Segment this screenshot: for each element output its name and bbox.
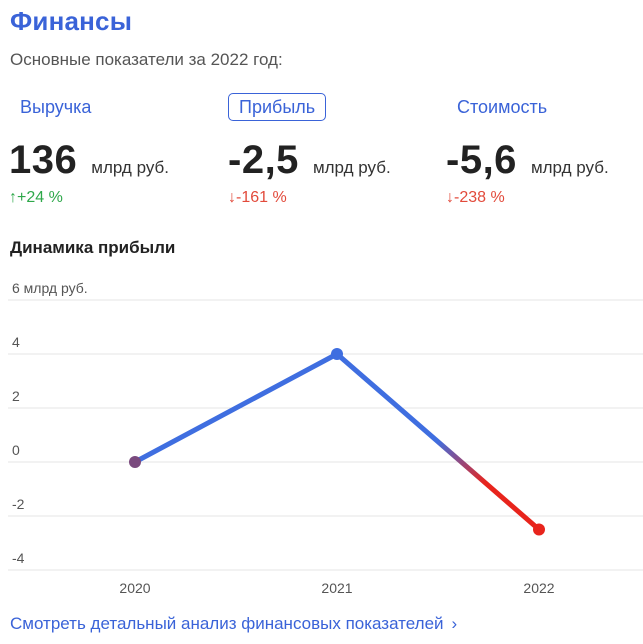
profit-line-chart: 6 млрд руб. 4 2 0 -2 -4 2020 2021 2022 — [8, 280, 643, 596]
metric-revenue-unit: млрд руб. — [91, 158, 169, 177]
metric-profit-value: -2,5 — [228, 138, 299, 182]
y-tick-label: -2 — [12, 496, 25, 512]
chevron-right-icon: › — [451, 614, 458, 633]
tab-profit[interactable]: Прибыль — [228, 93, 327, 121]
series-line-segment — [334, 351, 542, 532]
metric-revenue: 136 млрд руб. — [9, 138, 169, 183]
chart-title: Динамика прибыли — [10, 238, 176, 257]
y-tick-label: 0 — [12, 442, 20, 458]
metric-value-unit: млрд руб. — [530, 158, 609, 177]
metric-value-value: -5,6 — [446, 138, 517, 182]
page-title: Финансы — [10, 6, 133, 36]
tab-value[interactable]: Стоимость — [457, 97, 548, 117]
y-tick-label: 4 — [12, 334, 20, 350]
series-line-segment — [132, 351, 340, 465]
y-tick-label: 2 — [12, 388, 20, 404]
metric-revenue-value: 136 — [9, 138, 78, 182]
page-subtitle: Основные показатели за 2022 год: — [10, 50, 283, 69]
metric-profit-unit: млрд руб. — [312, 158, 391, 177]
metric-value: -5,6 млрд руб. — [446, 138, 609, 183]
tab-revenue[interactable]: Выручка — [20, 97, 92, 117]
detailed-analysis-link[interactable]: Смотреть детальный анализ финансовых пок… — [10, 614, 457, 634]
metric-value-delta: ↓-238 % — [446, 189, 505, 206]
detailed-analysis-link-label: Смотреть детальный анализ финансовых пок… — [10, 614, 444, 633]
x-tick-label: 2020 — [119, 580, 150, 596]
metric-profit-delta: ↓-161 % — [228, 189, 287, 206]
y-tick-label: -4 — [12, 550, 25, 566]
metric-revenue-delta: ↑+24 % — [9, 189, 63, 206]
x-tick-label: 2022 — [523, 580, 554, 596]
y-tick-label: 6 млрд руб. — [12, 280, 88, 296]
data-point-2022 — [533, 523, 545, 536]
x-tick-label: 2021 — [321, 580, 352, 596]
data-point-2021 — [331, 348, 343, 360]
metric-profit: -2,5 млрд руб. — [228, 138, 391, 183]
data-point-2020 — [129, 456, 141, 468]
